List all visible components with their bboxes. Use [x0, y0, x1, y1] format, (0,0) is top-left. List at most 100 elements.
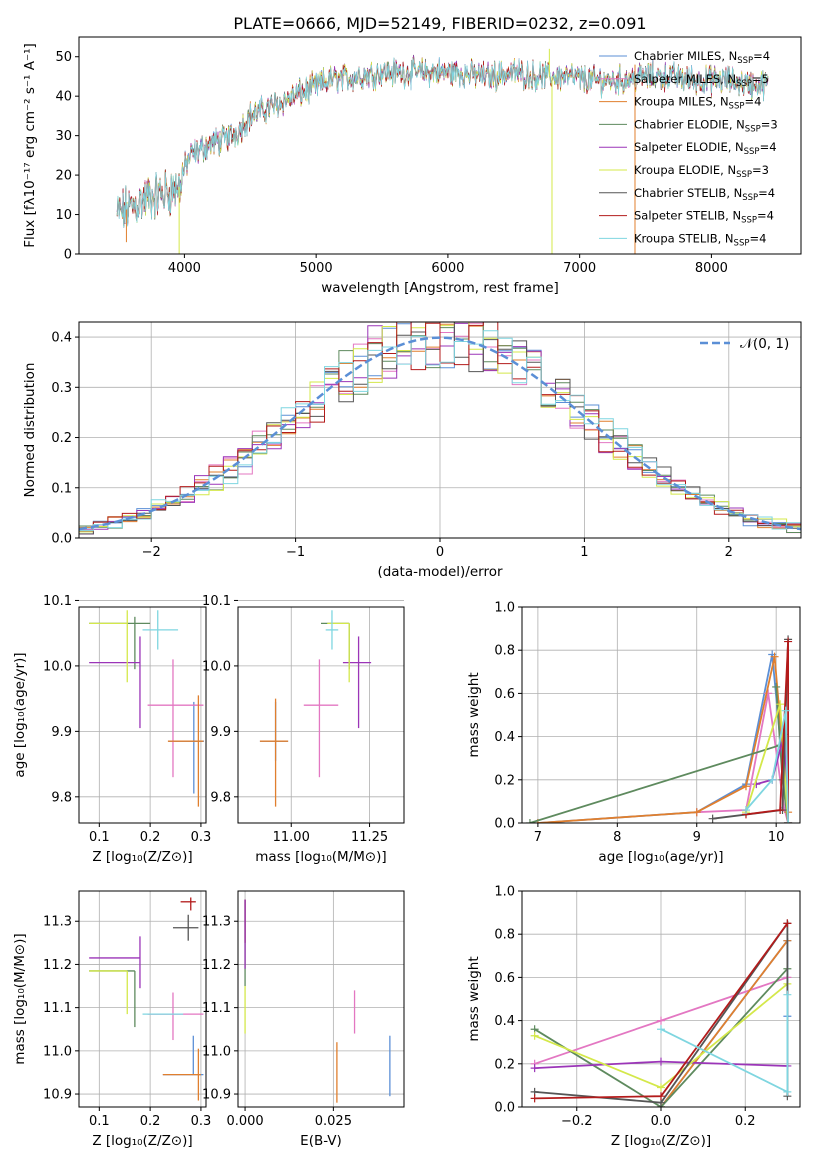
- axes-frame: [78, 36, 802, 255]
- legend-entry: Chabrier MILES, NSSP=4: [634, 49, 770, 66]
- y-tick-label: 10.1: [43, 594, 72, 609]
- y-tick-label: 1.0: [494, 601, 515, 616]
- mass-weight-marker: [708, 814, 717, 823]
- data-point: [325, 610, 339, 650]
- axes-frame: [78, 606, 207, 824]
- mass-weight-marker: [764, 689, 773, 698]
- legend-entry: Chabrier ELODIE, NSSP=3: [634, 117, 778, 134]
- y-tick-label: 0.0: [51, 532, 72, 547]
- y-tick-label: 0.8: [494, 928, 515, 943]
- x-tick-label: 0: [436, 545, 444, 560]
- y-tick-label: 0.4: [494, 1014, 515, 1029]
- y-tick-label: 1.0: [494, 885, 515, 900]
- x-tick-label: −0.2: [561, 1114, 593, 1129]
- mass-weight-marker: [530, 1094, 539, 1103]
- plot-area: [116, 48, 769, 254]
- y-tick-label: 10.9: [43, 1088, 72, 1103]
- mass-weight-marker: [784, 637, 793, 646]
- y-axis-label: Flux [fλ10⁻¹⁷ erg cm⁻² s⁻¹ A⁻¹]: [22, 43, 38, 248]
- plot-area: [89, 610, 204, 807]
- legend-entry: Salpeter STELIB, NSSP=4: [634, 209, 774, 226]
- x-tick-label: −1: [286, 545, 305, 560]
- legend-entry: Salpeter ELODIE, NSSP=4: [634, 140, 777, 157]
- x-tick-label: 0.1: [89, 1114, 110, 1129]
- panel-mass-vs-Z: 0.1 0.2 0.3 10.9 11.0 11.1 11.2 11.3 Z [log₁₀(Z/…: [12, 890, 212, 1149]
- legend: Chabrier MILES, NSSP=4 Salpeter MILES, NS…: [599, 49, 778, 248]
- x-axis-label: (data-model)/error: [377, 564, 503, 580]
- x-tick-label: 10: [768, 830, 785, 845]
- y-tick-label: 0.6: [494, 971, 515, 986]
- mass-weight-line: [745, 641, 789, 823]
- y-tick-label: 40: [55, 90, 72, 105]
- x-tick-label: 0.3: [191, 830, 212, 845]
- mass-weight-marker: [657, 1016, 665, 1025]
- y-axis-label: mass [log₁₀(M/M⊙)]: [12, 933, 28, 1064]
- data-point: [180, 897, 196, 911]
- y-tick-label: 0.2: [494, 1057, 515, 1072]
- data-point: [89, 616, 151, 670]
- mass-weight-marker: [784, 819, 793, 823]
- y-tick-label: 0.1: [51, 481, 72, 496]
- x-axis-label: E(B-V): [300, 1133, 342, 1149]
- mass-weight-marker: [657, 1025, 665, 1034]
- y-tick-label: 50: [55, 50, 72, 65]
- mass-weight-marker: [772, 682, 781, 691]
- mass-weight-marker: [783, 1087, 792, 1096]
- x-tick-label: 0.3: [191, 1114, 212, 1129]
- x-tick-label: 9: [693, 830, 701, 845]
- axes-frame: [237, 606, 405, 824]
- x-tick-label: 4000: [168, 261, 201, 276]
- y-tick-label: 9.9: [210, 725, 231, 740]
- panel-spectrum: 4000 5000 6000 7000 8000 0 10 20 30 40 50 wavelengt…: [22, 14, 802, 296]
- legend-entry: Salpeter MILES, NSSP=5: [634, 72, 769, 89]
- panel-age-vs-mass: 11.00 11.25 9.8 9.9 10.0 10.1 mass [log₁₀(M/M⊙…: [202, 594, 405, 865]
- mass-weight-line: [660, 940, 789, 1107]
- x-axis-label: Z [log₁₀(Z/Z⊙)]: [92, 1133, 192, 1149]
- mass-weight-marker: [530, 1064, 539, 1073]
- y-tick-label: 0: [64, 248, 72, 263]
- y-tick-label: 11.3: [43, 915, 72, 930]
- data-point: [89, 970, 136, 1028]
- y-tick-label: 0.3: [51, 381, 72, 396]
- mass-weight-marker: [776, 806, 785, 815]
- mass-weight-marker: [525, 819, 534, 823]
- y-tick-label: 0.2: [51, 431, 72, 446]
- mass-weight-marker: [657, 1083, 665, 1092]
- x-tick-label: 7000: [563, 261, 596, 276]
- y-tick-label: 0.0: [494, 817, 515, 832]
- y-tick-label: 0.4: [51, 331, 72, 346]
- plot-area: [79, 322, 801, 535]
- x-tick-label: 0.1: [89, 830, 110, 845]
- legend-entry: Kroupa STELIB, NSSP=4: [634, 231, 766, 248]
- histogram-series: [79, 330, 801, 532]
- y-axis-label: mass weight: [466, 956, 482, 1041]
- y-tick-label: 11.3: [202, 915, 231, 930]
- x-tick-label: 5000: [300, 261, 333, 276]
- x-tick-label: 8000: [695, 261, 728, 276]
- data-point: [162, 1048, 201, 1101]
- y-tick-label: 9.8: [51, 790, 72, 805]
- y-tick-label: 20: [55, 169, 72, 184]
- axes-frame: [78, 890, 207, 1108]
- plot-area: [530, 919, 792, 1107]
- mass-weight-line: [756, 734, 789, 823]
- y-tick-label: 10.1: [202, 594, 231, 609]
- x-tick-label: 6000: [431, 261, 464, 276]
- y-tick-label: 11.2: [202, 958, 231, 973]
- plot-area: [89, 897, 204, 1101]
- data-point: [89, 610, 128, 683]
- data-point: [89, 936, 141, 989]
- x-tick-label: −2: [142, 545, 161, 560]
- mass-weight-marker: [768, 775, 777, 784]
- mass-weight-marker: [530, 1031, 539, 1040]
- x-tick-label: 11.25: [351, 830, 388, 845]
- x-tick-label: 0.025: [315, 1114, 352, 1129]
- legend-entry: Chabrier STELIB, NSSP=4: [634, 186, 775, 203]
- x-axis-label: Z [log₁₀(Z/Z⊙)]: [611, 1133, 711, 1149]
- axes-frame: [237, 890, 405, 1108]
- y-axis-label: Normed distribution: [22, 363, 38, 498]
- mass-weight-line: [534, 968, 789, 1107]
- mass-weight-marker: [692, 808, 701, 817]
- data-point: [147, 659, 204, 778]
